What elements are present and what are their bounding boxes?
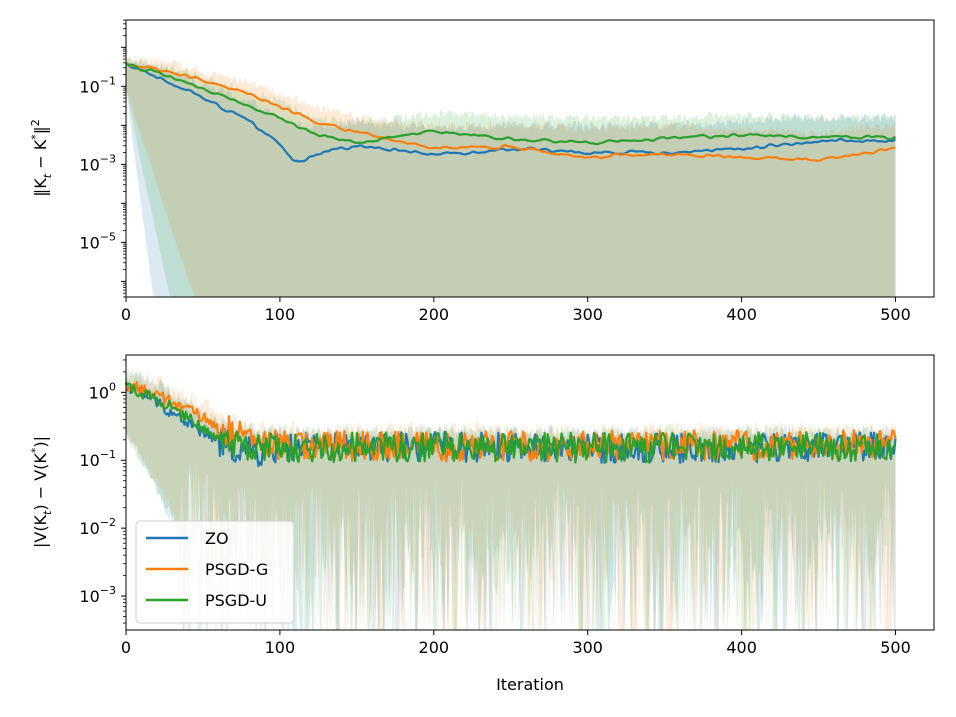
bottom-band-zo <box>126 368 896 630</box>
bottom-x-tick-label: 400 <box>726 638 757 657</box>
bottom-x-tick-label: 500 <box>880 638 911 657</box>
legend-box <box>135 520 295 624</box>
top-axes-frame <box>125 19 935 298</box>
legend-label-psgd-u: PSGD-U <box>205 591 267 610</box>
bottom-y-tick-label: 10−2 <box>79 516 116 538</box>
top-line-zo <box>125 62 897 163</box>
bottom-line-psgd-g <box>124 381 897 463</box>
bottom-band-psgd-g <box>126 366 896 630</box>
top-y-axis-label: ‖Kt − K*‖2 <box>29 119 54 196</box>
top-y-ticks: 10−5 10−3 10−1 <box>79 19 126 298</box>
bottom-series-lines <box>124 381 897 468</box>
bottom-line-psgd-u <box>125 381 897 464</box>
top-x-tick-label: 100 <box>265 305 296 324</box>
bottom-y-tick-label: 100 <box>89 380 116 402</box>
top-series-lines <box>125 62 897 163</box>
top-y-tick-label: 10−3 <box>79 152 116 174</box>
bottom-axes-frame <box>125 354 935 631</box>
legend: ZO PSGD-G PSGD-U <box>135 520 295 624</box>
x-axis-label: Iteration <box>496 675 564 694</box>
top-x-tick-label: 500 <box>880 305 911 324</box>
top-y-tick-label: 10−1 <box>79 74 116 96</box>
bottom-y-tick-label: 10−3 <box>79 584 116 606</box>
bottom-x-tick-label: 200 <box>419 638 450 657</box>
top-line-psgd-u <box>125 62 897 146</box>
top-x-tick-label: 0 <box>121 305 131 324</box>
bottom-x-tick-label: 100 <box>265 638 296 657</box>
bottom-y-tick-label: 10−1 <box>79 448 116 470</box>
top-x-tick-label: 300 <box>572 305 603 324</box>
top-band-psgd-g <box>126 55 896 298</box>
top-x-tick-label: 200 <box>419 305 450 324</box>
bottom-x-tick-label: 0 <box>121 638 131 657</box>
top-panel: 0 100 200 300 400 500 10−5 10−3 10−1 ‖Kt − K*‖2 <box>29 19 935 324</box>
legend-label-zo: ZO <box>205 529 229 548</box>
bottom-y-ticks: 10−3 10−2 10−1 100 <box>79 359 126 624</box>
bottom-y-axis-label: |V(Kt) − V(K*)| <box>29 436 54 548</box>
legend-label-psgd-g: PSGD-G <box>205 560 268 579</box>
top-band-psgd-u <box>126 55 896 297</box>
top-x-ticks: 0 100 200 300 400 500 <box>121 297 911 324</box>
top-line-psgd-g <box>125 62 896 162</box>
bottom-x-tick-label: 300 <box>572 638 603 657</box>
top-y-tick-label: 10−5 <box>79 230 116 252</box>
top-band-zo <box>126 59 896 298</box>
bottom-confidence-bands <box>126 366 896 630</box>
top-confidence-bands <box>126 55 896 298</box>
bottom-panel: 0 100 200 300 400 500 10−3 10−2 10−1 100 |V(Kt) … <box>29 354 935 694</box>
bottom-x-ticks: 0 100 200 300 400 500 <box>121 630 911 657</box>
top-x-tick-label: 400 <box>726 305 757 324</box>
bottom-band-psgd-u <box>126 370 896 630</box>
